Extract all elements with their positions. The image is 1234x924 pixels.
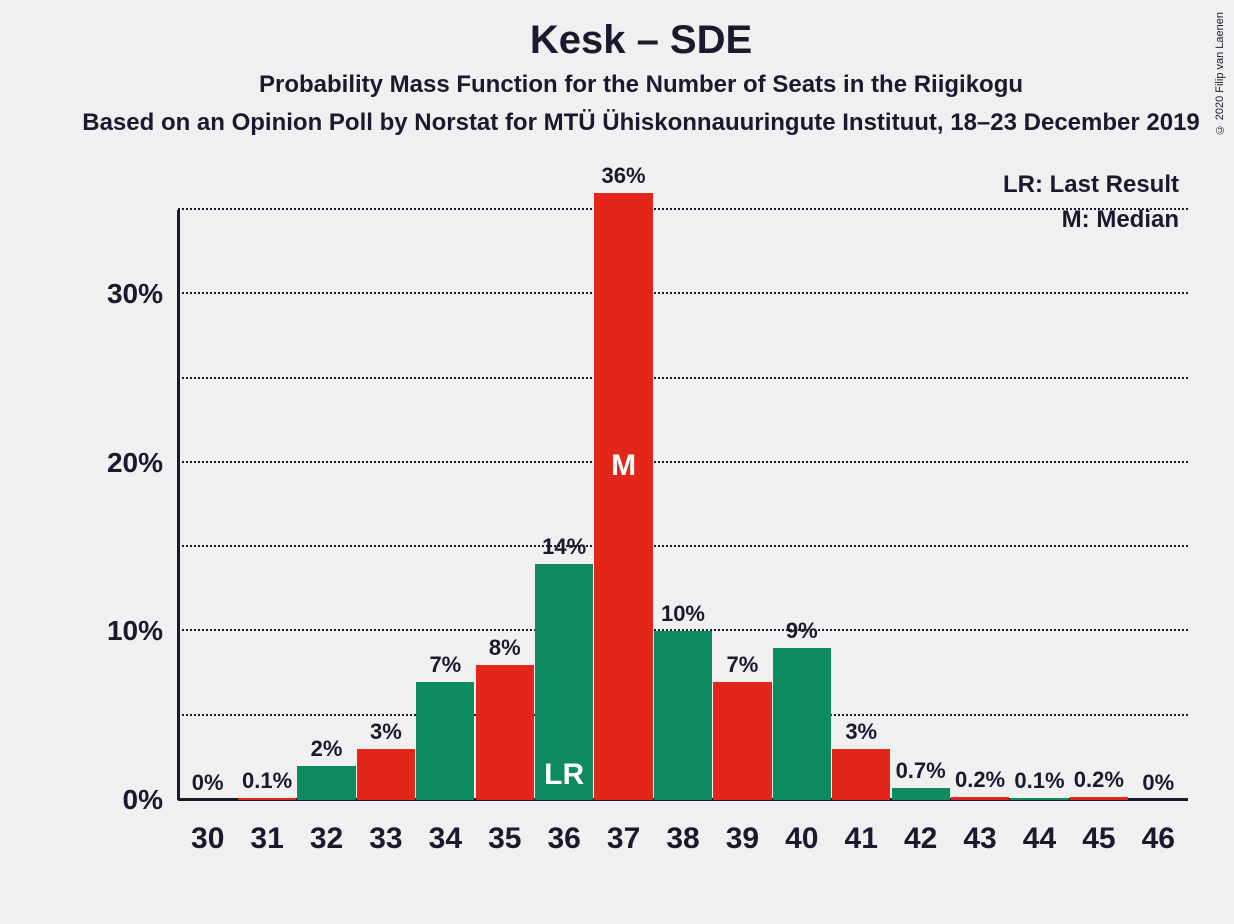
x-tick-label: 46 [1142,822,1175,856]
x-tick-label: 37 [607,822,640,856]
y-tick-label: 20% [107,447,163,479]
bar: 0.2% [1070,797,1128,800]
x-tick-label: 38 [666,822,699,856]
chart-title: Kesk – SDE [48,0,1234,63]
chart-source: Based on an Opinion Poll by Norstat for … [48,109,1234,137]
bar-value-label: 36% [594,163,652,193]
x-tick-label: 42 [904,822,937,856]
bar-value-label: 0.1% [1010,768,1068,798]
bars-group: 0%0.1%2%3%7%8%14%LR36%M10%7%9%3%0.7%0.2%… [178,210,1188,800]
bar-value-label: 0.2% [1070,767,1128,797]
bar-value-label: 2% [297,736,355,766]
bar: 2% [297,766,355,800]
bar-value-label: 0% [179,770,237,800]
bar: 3% [832,749,890,800]
bar: 0.1% [1010,798,1068,800]
bar-value-label: 10% [654,601,712,631]
bar-value-label: 8% [476,635,534,665]
bar: 0.1% [238,798,296,800]
bar-value-label: 0.7% [892,758,950,788]
x-tick-label: 40 [785,822,818,856]
plot-area: 0%10%20%30% 0%0.1%2%3%7%8%14%LR36%M10%7%… [178,210,1188,800]
x-tick-label: 36 [547,822,580,856]
bar-value-label: 0% [1129,770,1187,800]
x-tick-label: 45 [1082,822,1115,856]
bar: 3% [357,749,415,800]
bar-value-label: 0.1% [238,768,296,798]
bar-value-label: 3% [832,719,890,749]
bar: 7% [713,682,771,800]
bar: 36%M [594,193,652,800]
bar: 9% [773,648,831,800]
x-tick-label: 30 [191,822,224,856]
y-tick-label: 0% [123,784,163,816]
bar-value-label: 14% [535,534,593,564]
bar: 0.7% [892,788,950,800]
x-tick-label: 35 [488,822,521,856]
x-tick-label: 43 [963,822,996,856]
bar-value-label: 9% [773,618,831,648]
legend-lr: LR: Last Result [1003,168,1179,203]
bar-marker: LR [535,758,593,792]
x-tick-label: 41 [845,822,878,856]
x-tick-label: 32 [310,822,343,856]
chart-container: © 2020 Filip van Laenen Kesk – SDE Proba… [48,0,1234,924]
y-tick-label: 10% [107,615,163,647]
x-tick-label: 39 [726,822,759,856]
x-tick-label: 33 [369,822,402,856]
bar: 14%LR [535,564,593,800]
bar: 0.2% [951,797,1009,800]
chart-subtitle: Probability Mass Function for the Number… [48,71,1234,99]
bar-value-label: 3% [357,719,415,749]
bar-value-label: 0.2% [951,767,1009,797]
bar: 8% [476,665,534,800]
y-tick-label: 30% [107,278,163,310]
x-tick-label: 31 [250,822,283,856]
bar-value-label: 7% [416,652,474,682]
bar: 10% [654,631,712,800]
x-tick-label: 34 [429,822,462,856]
x-tick-label: 44 [1023,822,1056,856]
bar: 7% [416,682,474,800]
bar-value-label: 7% [713,652,771,682]
bar-marker: M [594,449,652,483]
